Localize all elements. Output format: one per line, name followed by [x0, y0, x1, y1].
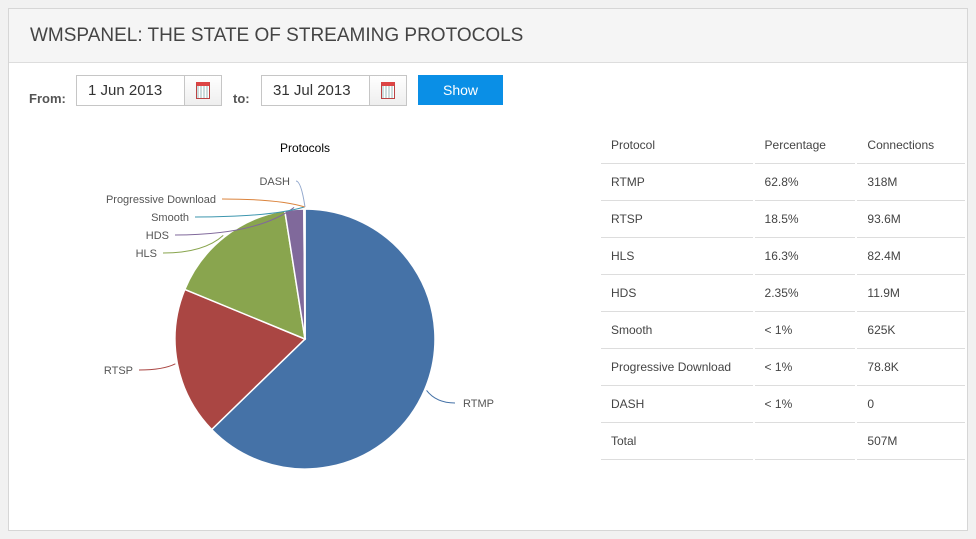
- table-cell: Connections: [856, 127, 967, 164]
- leader-line: [426, 390, 456, 404]
- table-cell: Total: [601, 422, 755, 460]
- slice-label: Progressive Download: [106, 194, 216, 206]
- table-cell: 16.3%: [753, 237, 858, 275]
- calendar-icon[interactable]: [369, 76, 406, 105]
- panel: WMSPANEL: THE STATE OF STREAMING PROTOCO…: [8, 8, 968, 531]
- table-cell: 93.6M: [856, 200, 967, 238]
- table-cell: 507M: [856, 422, 967, 460]
- pie-chart: Protocols RTMP RTSP HLS HDS Smooth Progressive…: [104, 141, 494, 470]
- calendar-icon[interactable]: [184, 76, 221, 105]
- table-cell: Percentage: [753, 127, 858, 164]
- leader-line: [138, 363, 176, 371]
- table-cell: Smooth: [601, 311, 755, 349]
- to-date-field[interactable]: 31 Jul 2013: [261, 75, 407, 106]
- slice-label: DASH: [259, 176, 290, 188]
- table-cell: 18.5%: [753, 200, 858, 238]
- table-cell: Protocol: [601, 127, 755, 164]
- table-header: Protocol Percentage Connections: [601, 127, 967, 164]
- table-cell: HDS: [601, 274, 755, 312]
- table-cell: 2.35%: [753, 274, 858, 312]
- table-cell: 625K: [856, 311, 967, 349]
- leader-line: [162, 234, 224, 254]
- leader-line: [295, 180, 306, 208]
- table-cell: RTSP: [601, 200, 755, 238]
- table-cell: 318M: [856, 163, 967, 201]
- pie-slice-rtmp[interactable]: [210, 208, 436, 470]
- table-cell: RTMP: [601, 163, 755, 201]
- table-row: Progressive Download < 1% 78.8K: [601, 348, 967, 386]
- table-cell: 0: [856, 385, 967, 423]
- table-cell: < 1%: [753, 385, 858, 423]
- from-label: From:: [29, 91, 66, 106]
- table-row: HDS 2.35% 11.9M: [601, 274, 967, 312]
- table-cell: 11.9M: [856, 274, 967, 312]
- table-row: Total 507M: [601, 422, 967, 460]
- leader-line: [194, 206, 305, 218]
- from-date-field[interactable]: 1 Jun 2013: [76, 75, 222, 106]
- table-cell: Progressive Download: [601, 348, 755, 386]
- page-title: WMSPANEL: THE STATE OF STREAMING PROTOCO…: [9, 9, 967, 63]
- table-row: RTSP 18.5% 93.6M: [601, 200, 967, 238]
- table-cell: < 1%: [753, 348, 858, 386]
- slice-label: HDS: [146, 230, 169, 242]
- slice-label: RTSP: [104, 365, 133, 377]
- table-row: HLS 16.3% 82.4M: [601, 237, 967, 275]
- to-date-value[interactable]: 31 Jul 2013: [273, 82, 351, 99]
- table-cell: 62.8%: [753, 163, 858, 201]
- table-row: DASH < 1% 0: [601, 385, 967, 423]
- table-cell: 82.4M: [856, 237, 967, 275]
- table-cell: HLS: [601, 237, 755, 275]
- pie-slice-rtsp[interactable]: [174, 288, 307, 431]
- leader-line: [174, 207, 295, 236]
- chart-title: Protocols: [280, 141, 330, 155]
- from-date-value[interactable]: 1 Jun 2013: [88, 82, 163, 99]
- table-row: RTMP 62.8% 318M: [601, 163, 967, 201]
- table-cell: DASH: [601, 385, 755, 423]
- slice-label: RTMP: [463, 398, 494, 410]
- slice-label: Smooth: [151, 212, 189, 224]
- table-cell: < 1%: [753, 311, 858, 349]
- slice-label: HLS: [136, 248, 157, 260]
- table-cell: [753, 422, 858, 460]
- table-row: Smooth < 1% 625K: [601, 311, 967, 349]
- leader-line: [221, 198, 306, 208]
- table-cell: 78.8K: [856, 348, 967, 386]
- protocols-table: Protocol Percentage Connections RTMP 62.8% 31…: [601, 127, 967, 460]
- to-label: to:: [233, 91, 250, 106]
- show-button[interactable]: Show: [418, 75, 503, 105]
